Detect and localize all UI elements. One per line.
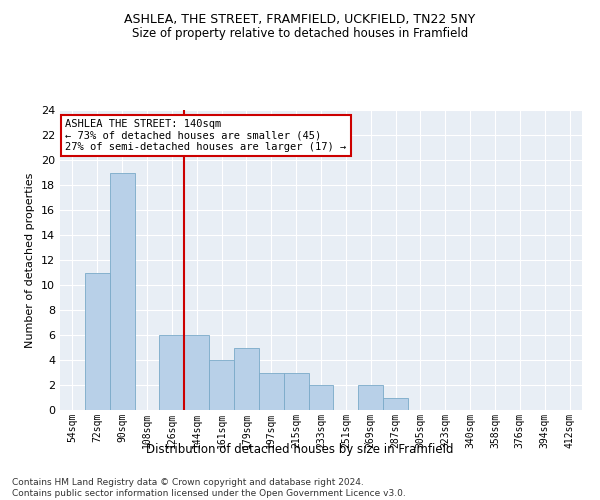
Text: Size of property relative to detached houses in Framfield: Size of property relative to detached ho… (132, 28, 468, 40)
Bar (308, 385, 334, 410)
Text: Contains HM Land Registry data © Crown copyright and database right 2024.
Contai: Contains HM Land Registry data © Crown c… (12, 478, 406, 498)
Text: Distribution of detached houses by size in Framfield: Distribution of detached houses by size … (146, 442, 454, 456)
Bar (85, 272, 110, 410)
Bar (110, 172, 134, 410)
Bar (358, 385, 383, 410)
Text: ASHLEA, THE STREET, FRAMFIELD, UCKFIELD, TN22 5NY: ASHLEA, THE STREET, FRAMFIELD, UCKFIELD,… (124, 12, 476, 26)
Bar (383, 398, 408, 410)
Bar (259, 372, 284, 410)
Bar (160, 335, 184, 410)
Bar (209, 360, 234, 410)
Bar (234, 348, 259, 410)
Text: ASHLEA THE STREET: 140sqm
← 73% of detached houses are smaller (45)
27% of semi-: ASHLEA THE STREET: 140sqm ← 73% of detac… (65, 119, 346, 152)
Bar (284, 372, 308, 410)
Y-axis label: Number of detached properties: Number of detached properties (25, 172, 35, 348)
Bar (184, 335, 209, 410)
